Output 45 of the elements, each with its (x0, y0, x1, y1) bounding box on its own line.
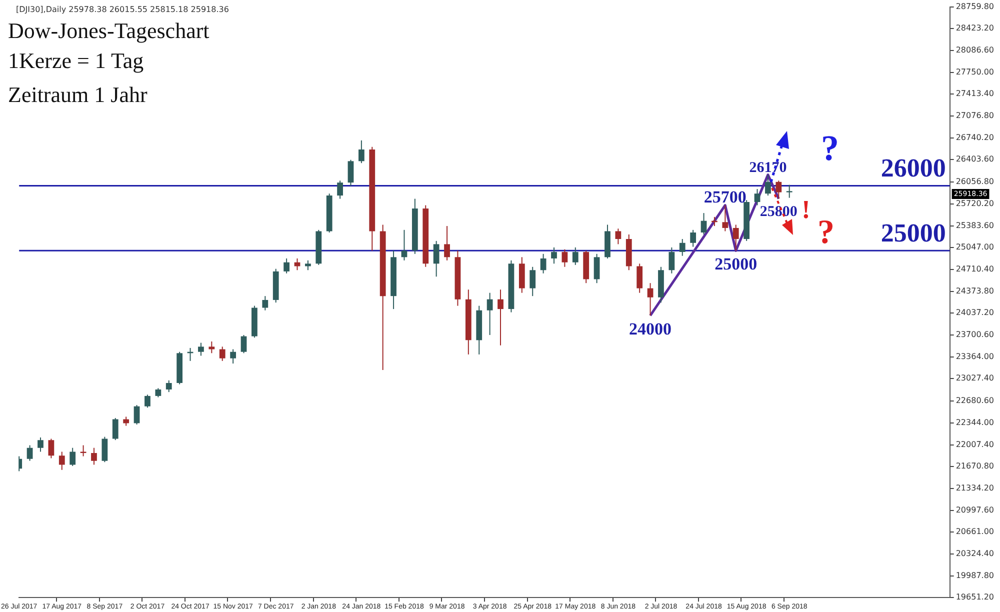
data-label: 25000 (714, 254, 758, 274)
y-tick-label: 19987.80 (956, 570, 994, 580)
y-tick-label: 24373.80 (956, 286, 994, 296)
ref-line-label: 26000 (880, 154, 946, 183)
y-tick-label: 23700.60 (956, 330, 994, 340)
y-tick-label: 24710.40 (956, 264, 994, 274)
y-tick-label: 20324.40 (956, 549, 994, 558)
annotation: [DJI30],Daily 25978.38 26015.55 25815.18 25918.36 (16, 5, 229, 14)
annotation: Zeitraum 1 Jahr (8, 82, 148, 107)
y-tick-label: 27076.80 (956, 111, 994, 120)
y-tick-label: 24037.20 (956, 308, 994, 318)
y-tick-label: 26740.20 (956, 132, 994, 142)
y-tick-label: 25383.60 (956, 220, 994, 230)
y-tick-label: 19651.20 (956, 592, 994, 602)
y-tick-label: 25720.20 (956, 199, 994, 208)
ref-line-label: 25000 (880, 218, 946, 248)
text: Dow-Jones-Tageschart (8, 18, 210, 44)
y-tick-label: 22344.00 (956, 418, 994, 428)
y-tick-label: 26056.80 (956, 177, 994, 186)
y-tick-label: 26403.60 (956, 154, 994, 164)
annotation: ? (821, 128, 839, 168)
y-tick-label: 25047.00 (956, 242, 994, 252)
y-tick-label: 28759.80 (956, 2, 994, 11)
candlestick (786, 184, 792, 198)
y-tick-label: 28423.20 (956, 24, 994, 33)
y-tick-label: 28086.60 (956, 46, 994, 55)
candlestick (198, 342, 204, 356)
y-tick-label: 21334.20 (956, 484, 994, 493)
y-tick-label: 20661.00 (956, 527, 994, 536)
data-label: 25800 (760, 204, 798, 220)
y-tick-label: 22680.60 (956, 396, 994, 406)
candlestick (208, 340, 215, 354)
y-tick-label: 23364.00 (956, 352, 994, 361)
y-tick-label: 27413.40 (956, 89, 994, 98)
data-label: 24000 (629, 319, 672, 338)
text: 1Kerze = 1 Tag (8, 48, 144, 74)
y-tick-label: 21670.80 (956, 462, 994, 471)
y-tick-label: 22007.40 (956, 440, 994, 449)
y-tick-label: 27750.00 (956, 67, 994, 76)
data-label: 25700 (704, 187, 746, 206)
y-tick-label: 20997.60 (956, 505, 994, 514)
y-tick-label: 23027.40 (956, 374, 994, 383)
annotation: ? (818, 214, 834, 251)
annotation: ! (802, 195, 810, 224)
data-label: 26170 (749, 160, 787, 176)
